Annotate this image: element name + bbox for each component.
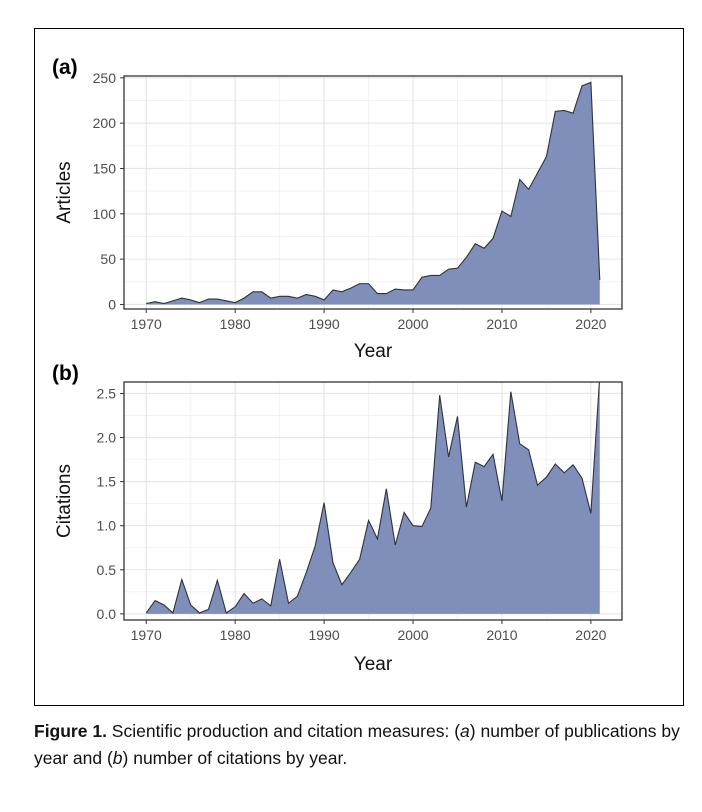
y-tick-label: 200	[93, 115, 117, 131]
chart-panel-a: 1970 1980 1990 2000 2010 2020 0 50 100 150 200 250 Y…	[52, 56, 623, 362]
caption-em-b: b	[112, 748, 123, 768]
x-tick-label: 2010	[486, 316, 517, 332]
figure-frame	[34, 28, 684, 706]
y-tick-label: 2.0	[97, 430, 117, 446]
caption-em-a: a	[460, 721, 470, 741]
x-tick-label: 1990	[309, 316, 340, 332]
x-tick-label: 1970	[131, 627, 162, 643]
figure-label: Figure 1.	[34, 721, 107, 741]
y-tick-label: 150	[93, 160, 117, 176]
area-line	[145, 382, 600, 614]
y-tick-label: 1.0	[97, 518, 117, 534]
y-tick-label: 50	[100, 251, 116, 267]
x-axis-title: Year	[354, 341, 393, 362]
area-line	[146, 81, 601, 305]
x-axis-title: Year	[354, 654, 393, 675]
y-tick-label: 2.5	[97, 385, 117, 401]
y-axis-title: Citations	[54, 464, 75, 538]
area-fill	[146, 382, 600, 614]
x-tick-label: 2000	[397, 627, 428, 643]
panel-label: (a)	[52, 56, 78, 79]
panel-border	[123, 75, 623, 310]
chart-panel-b: 1970 1980 1990 2000 2010 2020 0.0 0.5 1.0 1.5 2.0 2…	[52, 362, 623, 675]
x-tick-label: 2010	[486, 627, 517, 643]
y-tick-label: 100	[93, 206, 117, 222]
y-tick-label: 0.5	[97, 562, 117, 578]
x-tick-label: 1970	[131, 316, 162, 332]
x-tick-label: 1980	[220, 627, 251, 643]
y-tick-label: 0.0	[97, 606, 117, 622]
x-tick-label: 2020	[575, 316, 606, 332]
y-axis-title: Articles	[54, 161, 75, 223]
y-tick-label: 1.5	[97, 474, 117, 490]
x-tick-label: 1980	[220, 316, 251, 332]
y-tick-label: 0	[108, 296, 116, 312]
x-tick-label: 2020	[575, 627, 606, 643]
panel-border	[123, 381, 623, 621]
figure-caption: Figure 1. Scientific production and cita…	[34, 718, 684, 772]
x-tick-label: 1990	[309, 627, 340, 643]
area-fill	[146, 82, 600, 305]
caption-text-1: Scientific production and citation measu…	[106, 721, 461, 741]
x-tick-label: 2000	[397, 316, 428, 332]
y-tick-label: 250	[93, 70, 117, 86]
panel-label: (b)	[52, 362, 79, 385]
caption-text-3: ) number of citations by year.	[122, 748, 348, 768]
caption-text-2: ) number of publications by year and (	[34, 721, 680, 768]
